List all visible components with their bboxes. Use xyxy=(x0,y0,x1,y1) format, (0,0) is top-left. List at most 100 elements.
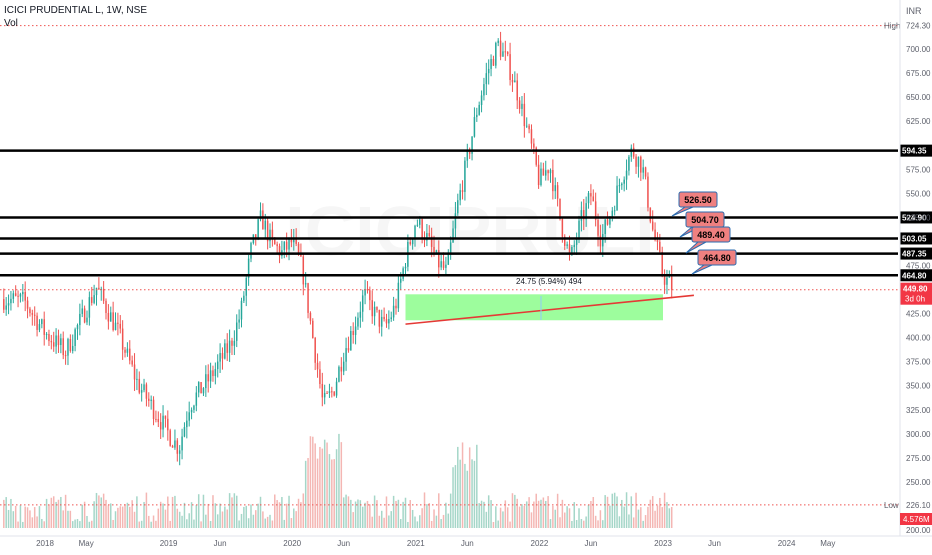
candle xyxy=(86,310,88,326)
candle xyxy=(174,429,176,450)
volume-bar xyxy=(224,506,226,528)
candle-body xyxy=(397,282,400,309)
volume-indicator-label: Vol xyxy=(4,18,18,29)
volume-bar xyxy=(124,504,126,528)
candle xyxy=(554,177,556,200)
candle-body xyxy=(466,150,469,161)
volume-bar xyxy=(552,505,554,528)
volume-bar xyxy=(506,507,509,528)
trendline[interactable] xyxy=(405,294,694,325)
volume-bar xyxy=(499,507,502,528)
candle-body xyxy=(380,316,383,327)
candle-body xyxy=(212,370,214,377)
candle-body xyxy=(495,42,497,66)
candle-body xyxy=(102,288,105,301)
candle xyxy=(495,41,497,69)
volume-bar xyxy=(568,508,571,528)
candle-body xyxy=(556,185,559,199)
volume-bar xyxy=(392,495,395,528)
candle-body xyxy=(490,59,492,69)
candle xyxy=(651,210,654,232)
candle-body xyxy=(307,283,309,313)
candle xyxy=(640,155,642,181)
candle xyxy=(269,223,271,248)
candle-body xyxy=(640,156,642,173)
volume-bar xyxy=(240,513,243,528)
candle xyxy=(630,144,633,162)
candle xyxy=(271,221,274,247)
volume-bar xyxy=(354,501,357,528)
candle-body xyxy=(269,229,271,242)
candle-body xyxy=(231,340,233,346)
x-tick-label: 2024 xyxy=(778,539,796,548)
volume-bar xyxy=(297,498,300,528)
candle xyxy=(255,234,257,246)
volume-bar xyxy=(661,507,663,528)
candle-body xyxy=(637,156,640,167)
candle-body xyxy=(214,369,217,377)
candle xyxy=(497,38,499,47)
candle xyxy=(38,319,41,333)
reference-value: 226.10 xyxy=(906,501,931,510)
volume-bar xyxy=(293,508,295,528)
price-callout[interactable]: 464.80 xyxy=(691,249,737,275)
candle xyxy=(48,329,50,346)
candle xyxy=(523,93,526,138)
candle-body xyxy=(114,322,117,331)
candle-body xyxy=(649,207,652,222)
candle-body xyxy=(478,104,480,115)
candle xyxy=(169,428,171,447)
candle xyxy=(492,55,495,66)
candle-body xyxy=(402,268,404,279)
candle xyxy=(371,290,373,324)
price-callout[interactable]: 526.50 xyxy=(671,191,718,217)
candle-body xyxy=(670,276,673,290)
volume-bar xyxy=(105,499,107,528)
volume-bar xyxy=(110,503,112,528)
candle-body xyxy=(176,440,179,454)
volume-bar xyxy=(17,521,19,528)
candle-body xyxy=(613,210,616,212)
bar-countdown-text: 3d 0h xyxy=(905,295,925,304)
candle-body xyxy=(454,213,457,229)
price-callout[interactable]: 489.40 xyxy=(685,226,731,254)
candle xyxy=(357,312,359,330)
candle-body xyxy=(347,348,350,351)
volume-bar xyxy=(121,506,124,528)
candle-body xyxy=(350,331,352,351)
candle xyxy=(449,236,452,260)
volume-bar xyxy=(587,505,590,528)
candle xyxy=(656,232,659,251)
volume-bar xyxy=(276,500,278,528)
volume-bar xyxy=(585,516,587,528)
candle xyxy=(390,311,392,322)
candle xyxy=(155,410,157,423)
candle xyxy=(76,323,79,340)
y-tick-label: 675.00 xyxy=(906,69,931,78)
candle xyxy=(231,337,233,356)
volume-bar xyxy=(471,459,473,528)
candle-body xyxy=(74,329,76,346)
candle-body xyxy=(533,143,535,148)
volume-bar xyxy=(442,514,445,528)
candle-body xyxy=(544,170,547,176)
candle-body xyxy=(416,224,419,226)
candle-body xyxy=(411,239,414,245)
candle-body xyxy=(518,100,521,109)
volume-bar xyxy=(611,493,614,528)
y-tick-label: 625.00 xyxy=(906,117,931,126)
candle-body xyxy=(302,256,305,285)
volume-bar xyxy=(347,496,350,528)
candle xyxy=(502,42,504,57)
candle xyxy=(52,331,55,352)
candle-body xyxy=(632,147,635,157)
volume-bar xyxy=(345,494,347,528)
candle xyxy=(552,159,554,200)
volume-bar xyxy=(495,506,497,528)
candle xyxy=(597,213,599,247)
volume-bar xyxy=(461,442,464,528)
y-tick-label: 550.00 xyxy=(906,189,931,198)
candle xyxy=(397,276,400,312)
